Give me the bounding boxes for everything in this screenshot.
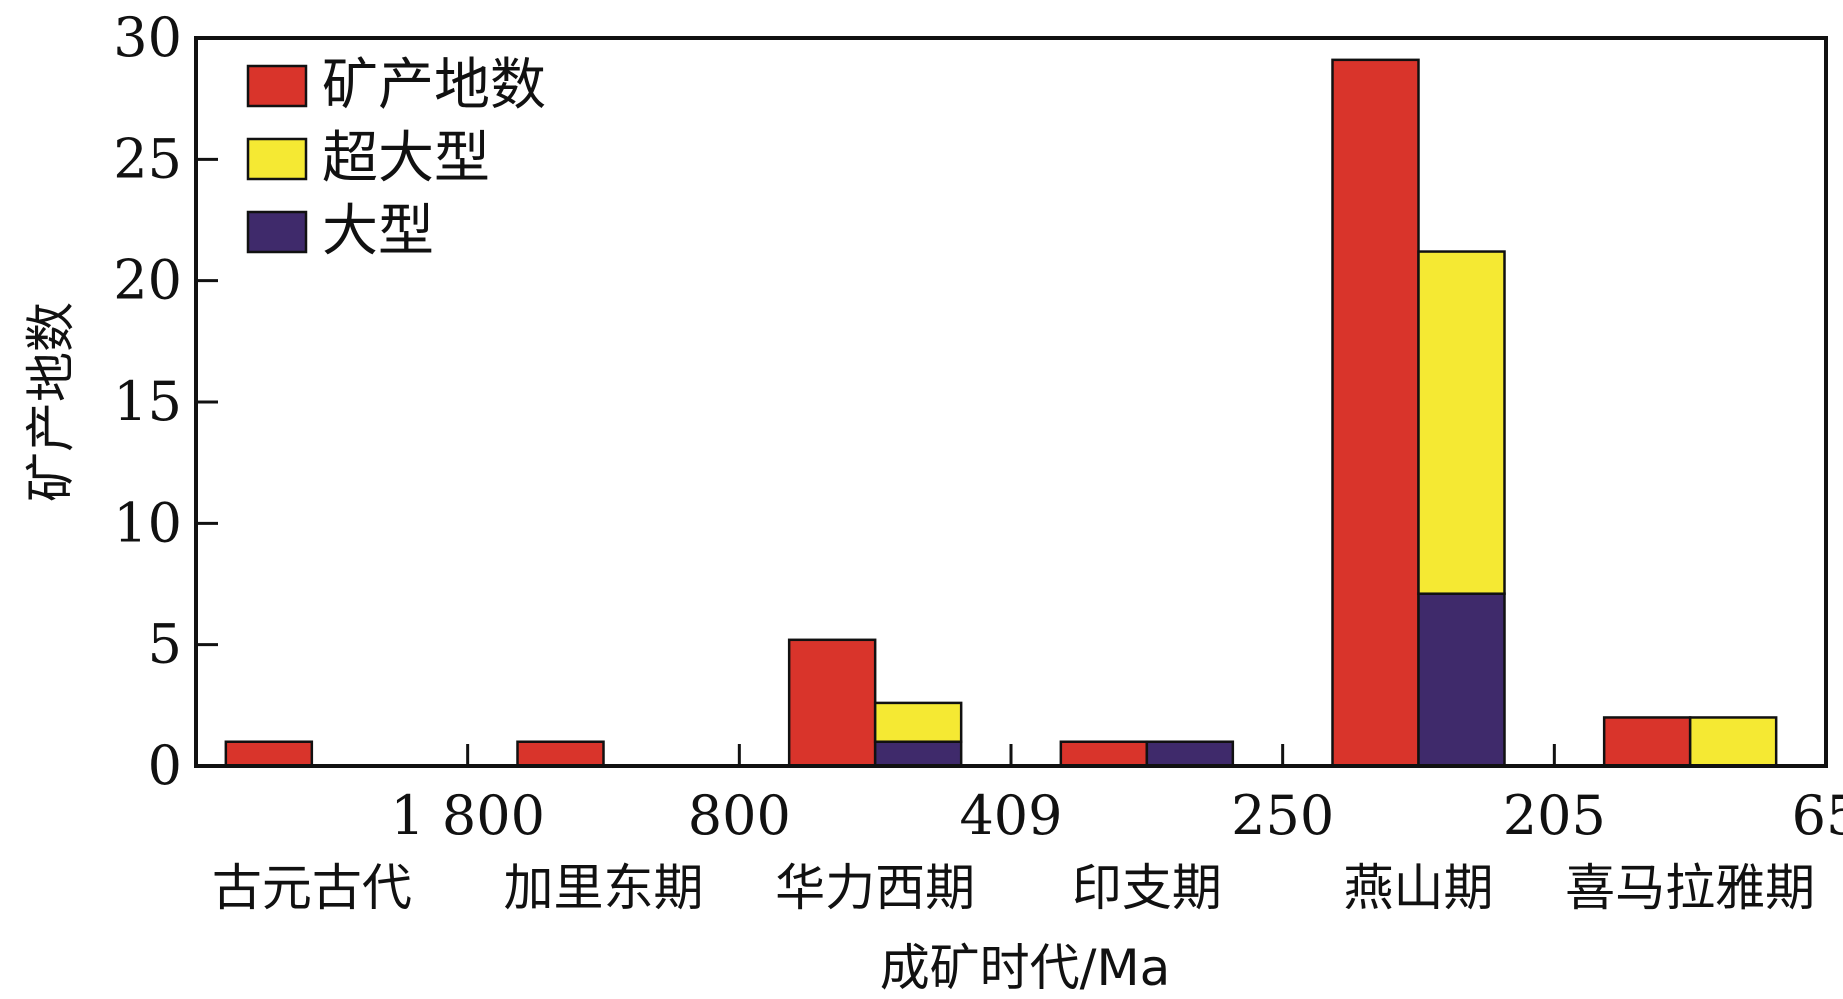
y-tick-label: 5 [148, 613, 182, 676]
x-category-label: 印支期 [1072, 859, 1222, 917]
bar-super-large-6 [1688, 716, 1778, 768]
bar-total-5 [1331, 58, 1420, 768]
y-tick-label: 25 [113, 127, 182, 190]
legend-swatch [246, 210, 308, 254]
bar-super-large-5 [1417, 250, 1506, 595]
y-tick-label: 10 [113, 491, 182, 554]
bar-total-6 [1602, 716, 1692, 768]
bar-total-2 [516, 740, 605, 768]
legend-label: 矿产地数 [322, 53, 546, 118]
x-axis-title: 成矿时代/Ma [880, 939, 1171, 997]
legend-label: 大型 [322, 199, 434, 264]
x-boundary-age-label: 800 [688, 784, 791, 847]
y-tick-label: 30 [113, 6, 182, 69]
y-axis-title: 矿产地数 [22, 302, 80, 502]
y-axis: 0 5 10 15 20 25 30 [113, 6, 218, 797]
bar-total-4 [1059, 740, 1149, 768]
x-boundary-age-label: 250 [1231, 784, 1334, 847]
bar-total-3 [787, 638, 877, 768]
bars: 古元古代 加里东期 华力西期 印支期 燕山期 喜马拉雅期 [212, 58, 1815, 917]
y-tick-label: 15 [113, 370, 182, 433]
y-tick-label: 20 [113, 249, 182, 312]
x-category-label: 加里东期 [504, 859, 704, 917]
y-tick-label: 0 [148, 734, 182, 797]
legend-label: 超大型 [322, 126, 490, 191]
x-boundary-age-label: 1 800 [390, 784, 545, 847]
x-category-label: 古元古代 [212, 859, 412, 917]
legend-swatch [246, 137, 308, 181]
bar-total-1 [224, 740, 314, 768]
x-category-label: 燕山期 [1344, 859, 1494, 917]
x-category-label: 喜马拉雅期 [1565, 859, 1815, 917]
bar-super-large-3 [873, 701, 963, 743]
bar-large-5 [1417, 592, 1506, 768]
x-boundary-age-label: 409 [959, 784, 1062, 847]
legend-swatch [246, 64, 308, 108]
x-boundary-age-label: 205 [1503, 784, 1606, 847]
x-axis: 1 800 800 409 250 205 65 [390, 744, 1843, 847]
x-category-label: 华力西期 [775, 859, 975, 917]
bar-large-3 [873, 740, 963, 768]
x-boundary-age-label: 65 [1792, 784, 1843, 847]
bar-large-4 [1145, 740, 1235, 768]
